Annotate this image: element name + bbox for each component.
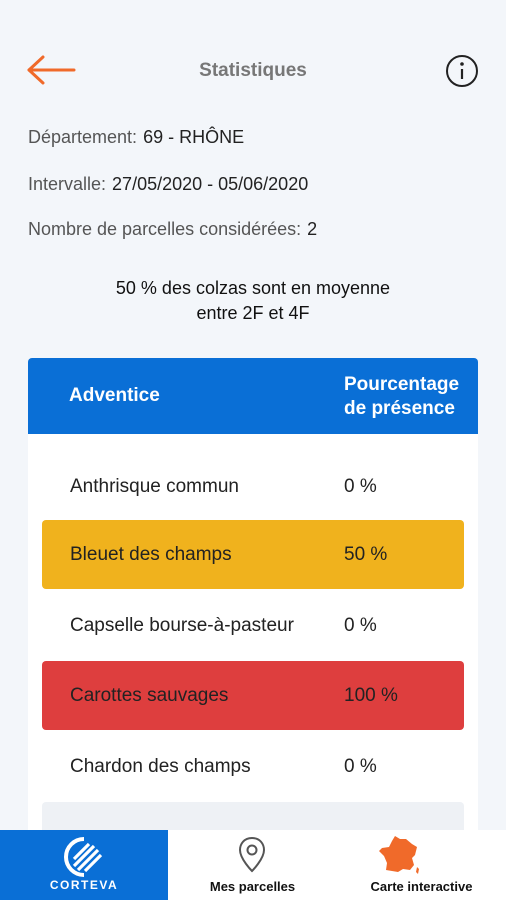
- nav-label-parcelles: Mes parcelles: [209, 879, 296, 894]
- back-button[interactable]: [24, 52, 78, 88]
- weed-name: Anthrisque commun: [70, 476, 239, 497]
- bottom-navigation: CORTEVA Mes parcelles Carte interactive: [0, 830, 506, 900]
- page-title: Statistiques: [199, 60, 307, 81]
- department-value: 69 - RHÔNE: [143, 127, 245, 147]
- weed-percentage: 0 %: [344, 615, 377, 636]
- weed-percentage: 50 %: [344, 544, 388, 565]
- department-line: Département: 69 - RHÔNE: [28, 127, 244, 148]
- nav-brand-corteva[interactable]: CORTEVA: [0, 830, 168, 900]
- interval-label: Intervalle:: [28, 174, 107, 194]
- france-map-icon: [379, 836, 419, 874]
- summary-line-2: entre 2F et 4F: [196, 303, 310, 323]
- nav-carte-interactive[interactable]: Carte interactive: [337, 830, 506, 900]
- interval-line: Intervalle: 27/05/2020 - 05/06/2020: [28, 174, 308, 195]
- column-header-presence: Pourcentage de présence: [344, 373, 474, 421]
- brand-label: CORTEVA: [49, 878, 119, 892]
- info-icon: [446, 55, 478, 87]
- nav-mes-parcelles[interactable]: Mes parcelles: [168, 830, 337, 900]
- weed-name: Chardon des champs: [70, 756, 251, 777]
- weed-percentage: 0 %: [344, 476, 377, 497]
- table-row[interactable]: Carottes sauvages 100 %: [42, 661, 464, 730]
- parcels-line: Nombre de parcelles considérées: 2: [28, 219, 317, 240]
- table-row[interactable]: Chardon des champs 0 %: [42, 732, 464, 801]
- weeds-table: Adventice Pourcentage de présence Anthri…: [28, 358, 478, 838]
- table-row[interactable]: Bleuet des champs 50 %: [42, 520, 464, 589]
- summary-line-1: 50 % des colzas sont en moyenne: [115, 278, 391, 298]
- weed-percentage: 100 %: [344, 685, 398, 706]
- table-header: Adventice Pourcentage de présence: [28, 358, 478, 434]
- summary-text: 50 % des colzas sont en moyenne entre 2F…: [0, 276, 506, 326]
- interval-value: 27/05/2020 - 05/06/2020: [112, 174, 309, 194]
- weed-name: Bleuet des champs: [70, 544, 232, 565]
- corteva-logo-icon: [64, 837, 103, 877]
- column-header-presence-line-2: de présence: [344, 398, 455, 419]
- table-row[interactable]: Anthrisque commun 0 %: [42, 452, 464, 521]
- weed-name: Capselle bourse-à-pasteur: [70, 615, 294, 636]
- map-pin-icon: [238, 836, 266, 873]
- parcels-label: Nombre de parcelles considérées:: [28, 219, 302, 239]
- info-button[interactable]: [445, 54, 479, 88]
- department-label: Département:: [28, 127, 138, 147]
- column-header-weed: Adventice: [69, 385, 160, 406]
- parcels-value: 2: [307, 219, 318, 239]
- table-row[interactable]: Capselle bourse-à-pasteur 0 %: [42, 591, 464, 660]
- app-header: Statistiques: [0, 0, 506, 130]
- weed-name: Carottes sauvages: [70, 685, 229, 706]
- column-header-presence-line-1: Pourcentage: [344, 374, 460, 395]
- nav-label-carte: Carte interactive: [370, 879, 473, 894]
- weed-percentage: 0 %: [344, 756, 377, 777]
- arrow-left-icon: [27, 55, 76, 85]
